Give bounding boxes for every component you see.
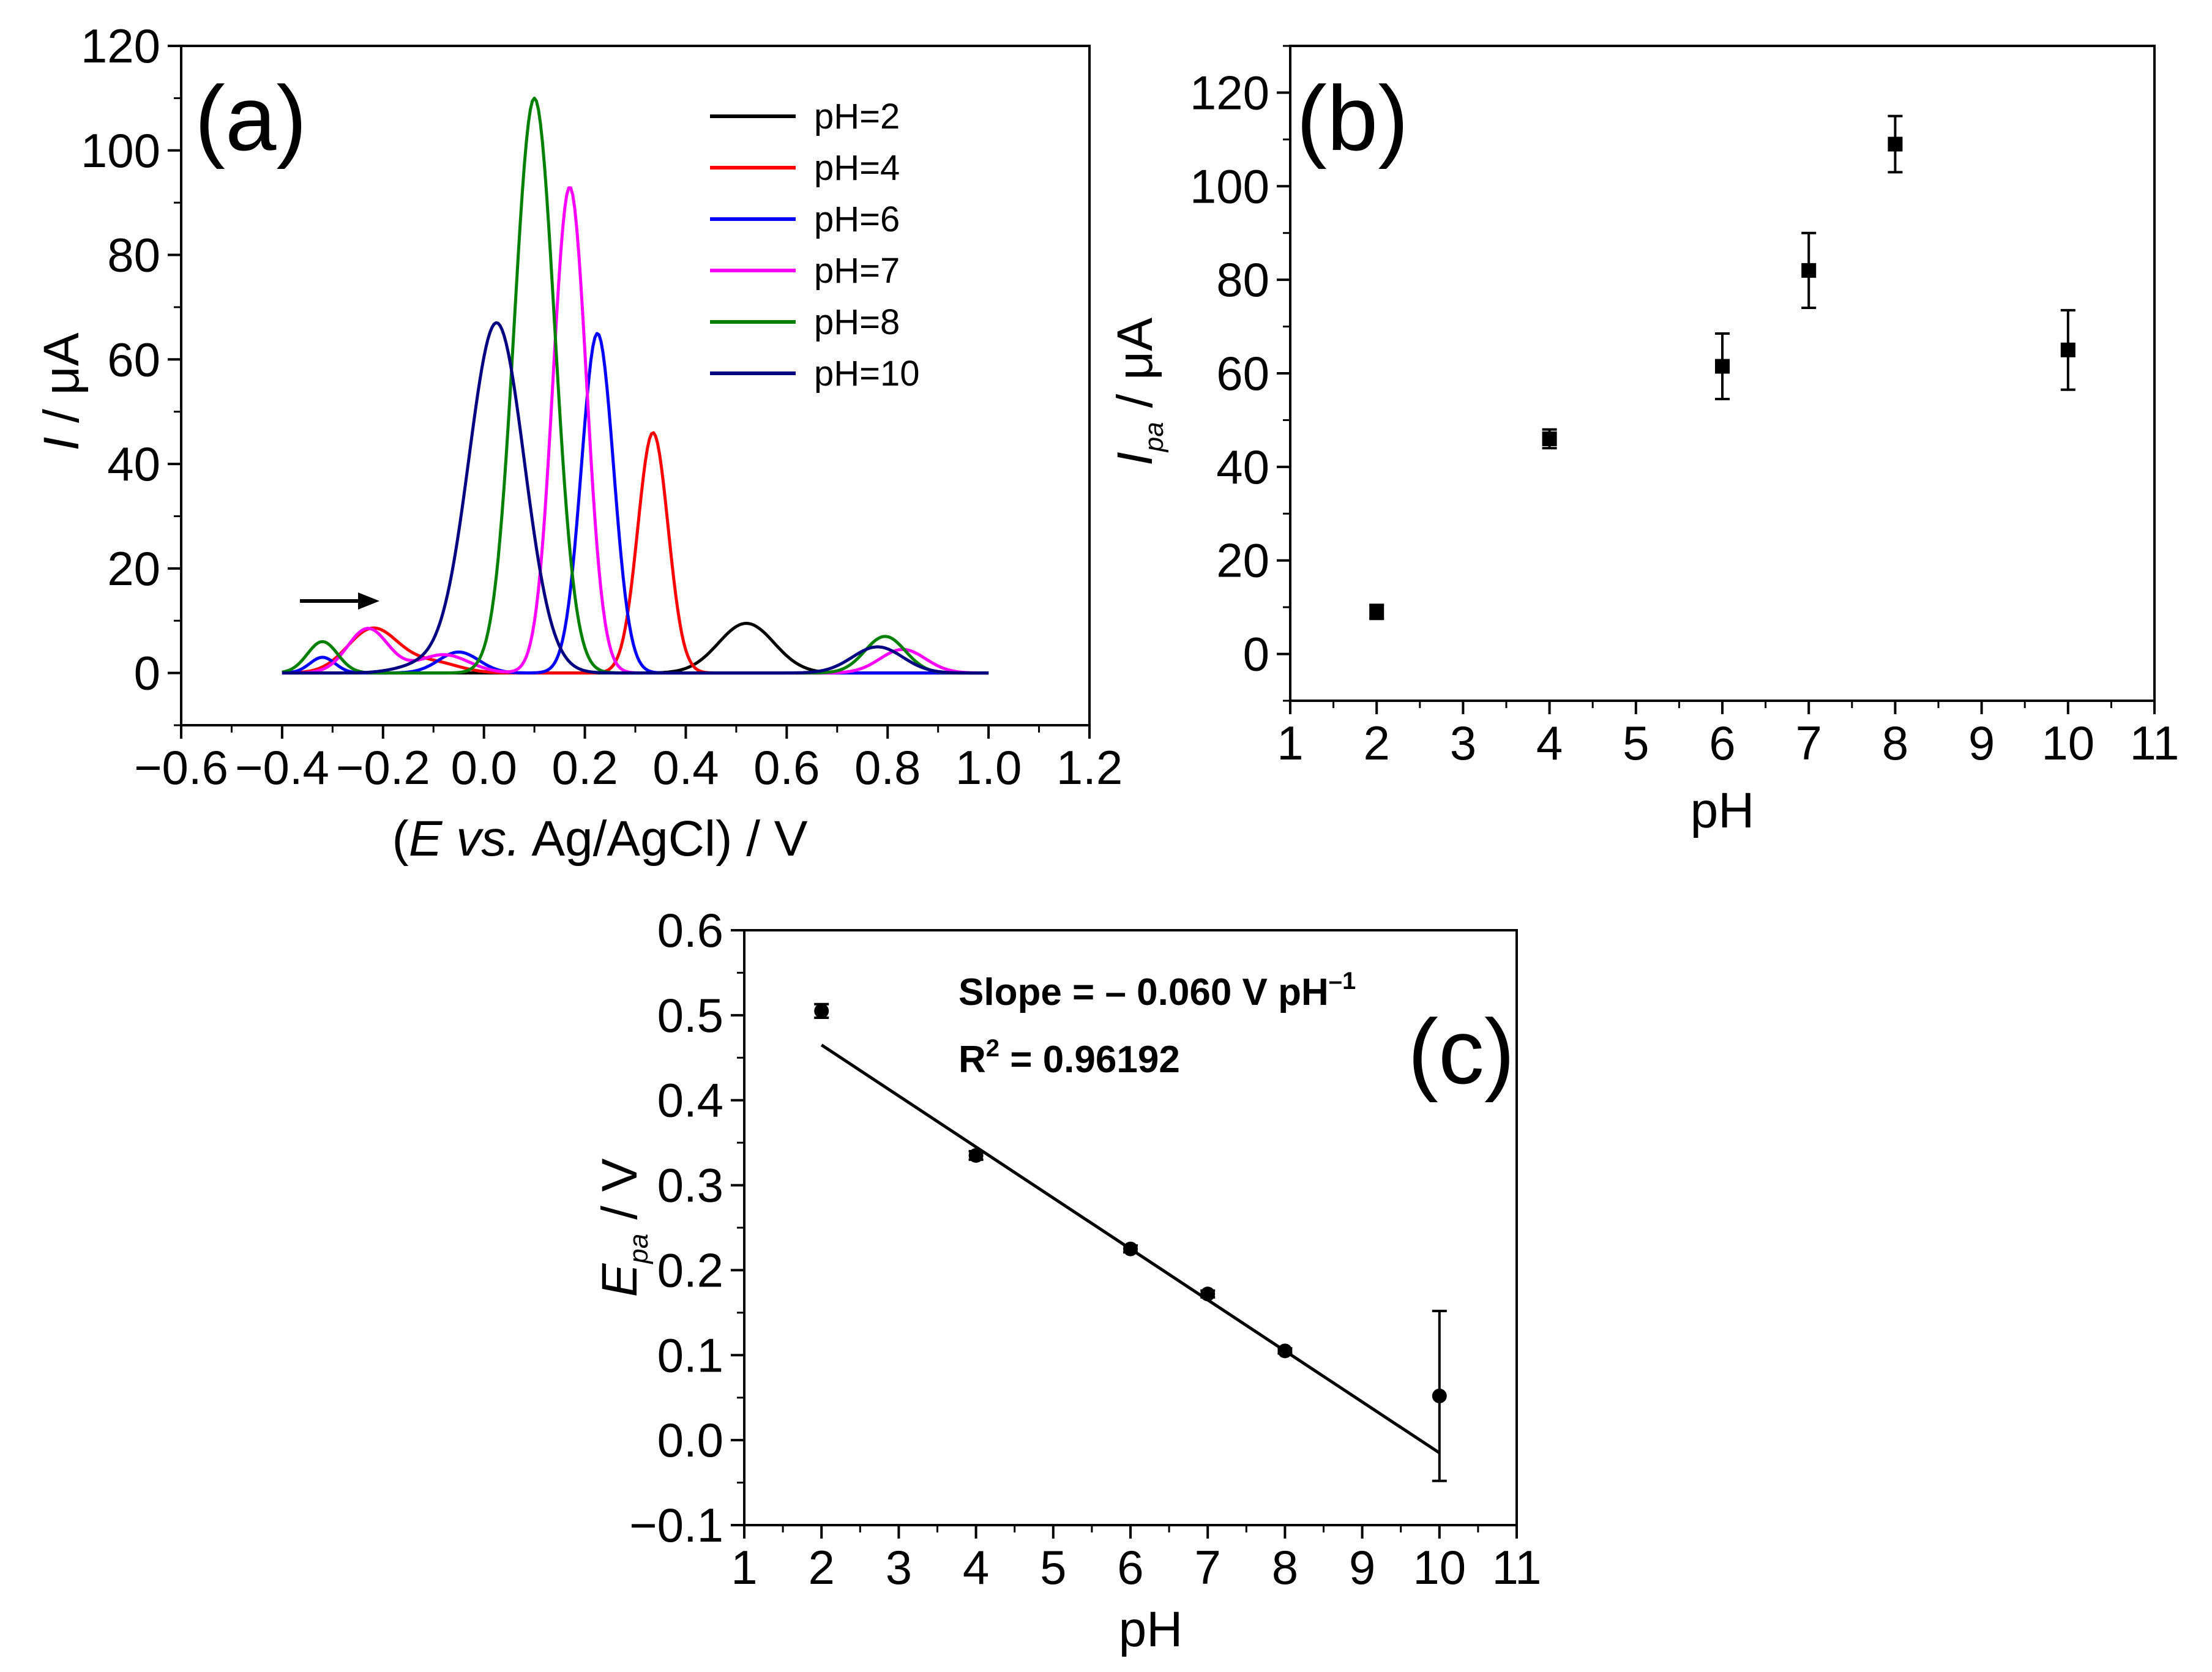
x-tick-label-c: 9 [1349, 1540, 1375, 1594]
x-tick-label-c: 10 [1413, 1540, 1466, 1594]
x-axis-label-b: pH [1691, 783, 1755, 838]
x-tick-label-c: 6 [1117, 1540, 1143, 1594]
y-tick-label-a: 40 [107, 437, 160, 491]
y-tick-label-b: 100 [1190, 159, 1269, 213]
data-points-b [1369, 114, 2076, 621]
y-tick-label-a: 80 [107, 228, 160, 282]
x-tick-label-b: 7 [1796, 716, 1822, 770]
data-point [2060, 342, 2076, 357]
x-tick-label-a: 1.0 [955, 741, 1022, 794]
y-tick-label-b: 60 [1216, 346, 1269, 400]
legend-label: pH=4 [814, 148, 900, 188]
chart-panel-c: 1 2 3 4 5 6 7 8 9 10 11 −0.1 0.0 0.1 0.2 0.3 0.4 0.5 0.6 S… [592, 903, 1541, 1657]
y-tick-label-c: 0.6 [657, 903, 723, 957]
data-point [1801, 263, 1817, 278]
x-tick-label-a: −0.4 [235, 741, 329, 794]
chart-panel-b: 1 2 3 4 5 6 7 8 9 10 11 0 20 40 60 80 100 120 (b) pH Ipa … [1107, 45, 2180, 838]
data-point [1542, 431, 1557, 446]
plot-frame-c [743, 929, 1518, 1526]
x-tick-label-c: 3 [886, 1540, 912, 1594]
panel-label-c: (c) [1408, 1000, 1515, 1103]
legend-label: pH=8 [814, 302, 900, 342]
x-tick-label-a: −0.6 [134, 741, 228, 794]
x-tick-label-a: 1.2 [1056, 741, 1123, 794]
x-tick-label-a: 0.6 [753, 741, 820, 794]
slope-annotation: Slope = – 0.060 V pH–1 [958, 968, 1356, 1013]
legend-label: pH=7 [814, 251, 900, 291]
y-tick-label-a: 20 [107, 542, 160, 595]
data-point [1277, 1343, 1293, 1359]
data-point [814, 1003, 829, 1018]
curve-ph-10 [282, 321, 989, 675]
axis-ticks-a: −0.6 −0.4 −0.2 0.0 0.2 0.4 0.6 0.8 1.0 1.2 0 20 40 60… [81, 19, 1123, 794]
data-point [1888, 136, 1903, 152]
data-point [1200, 1286, 1216, 1302]
x-tick-label-a: 0.8 [854, 741, 921, 794]
x-tick-label-b: 8 [1882, 716, 1908, 770]
data-point [968, 1148, 984, 1163]
scan-arrow [300, 592, 379, 610]
x-tick-label-a: 0.2 [551, 741, 618, 794]
y-tick-label-c: 0.3 [657, 1159, 723, 1212]
y-axis-label-a: I / μA [34, 332, 89, 450]
data-point [1715, 359, 1730, 374]
panel-label-a: (a) [195, 67, 307, 170]
y-axis-label-c: Epa / V [592, 1158, 654, 1297]
y-tick-label-a: 60 [107, 332, 160, 386]
x-tick-label-b: 6 [1709, 716, 1735, 770]
x-tick-label-b: 11 [2130, 716, 2180, 770]
x-tick-label-c: 5 [1040, 1540, 1066, 1594]
data-point [1369, 604, 1384, 619]
x-tick-label-a: −0.2 [336, 741, 430, 794]
y-tick-label-b: 80 [1216, 253, 1269, 307]
y-tick-label-b: 40 [1216, 440, 1269, 494]
x-axis-label-a: (E vs. Ag/AgCl) / V [392, 811, 807, 867]
x-tick-label-b: 3 [1450, 716, 1476, 770]
y-tick-label-c: 0.4 [657, 1073, 723, 1127]
y-axis-label-b: Ipa / μA [1107, 318, 1169, 466]
y-tick-label-c: −0.1 [629, 1498, 723, 1552]
y-tick-label-c: 0.2 [657, 1243, 723, 1297]
x-tick-label-c: 1 [731, 1540, 757, 1594]
legend-label: pH=2 [814, 97, 900, 136]
x-tick-label-c: 4 [963, 1540, 989, 1594]
panel-label-b: (b) [1296, 67, 1408, 170]
curves-a [282, 96, 989, 675]
axis-ticks-c: 1 2 3 4 5 6 7 8 9 10 11 −0.1 0.0 0.1 0.2 0.3 0.4 0.5 0.6 [629, 903, 1541, 1594]
x-tick-label-b: 4 [1536, 716, 1563, 770]
legend-label: pH=10 [814, 354, 920, 394]
r-squared-annotation: R2 = 0.96192 [958, 1035, 1180, 1081]
y-tick-label-b: 0 [1243, 627, 1269, 681]
legend-a: pH=2 pH=4 pH=6 pH=7 pH=8 pH=10 [710, 97, 920, 394]
x-tick-label-a: 0.0 [450, 741, 517, 794]
x-tick-label-b: 5 [1623, 716, 1649, 770]
y-tick-label-c: 0.0 [657, 1413, 723, 1467]
y-tick-label-a: 100 [81, 124, 160, 177]
data-points-c [814, 1002, 1447, 1482]
y-tick-label-a: 120 [81, 19, 160, 73]
x-tick-label-c: 8 [1272, 1540, 1298, 1594]
chart-panel-a: −0.6 −0.4 −0.2 0.0 0.2 0.4 0.6 0.8 1.0 1.2 0 20 40 60… [34, 19, 1123, 867]
plot-frame-a [180, 45, 1091, 726]
y-tick-label-b: 120 [1190, 65, 1269, 119]
legend-label: pH=6 [814, 200, 900, 239]
x-tick-label-b: 2 [1364, 716, 1390, 770]
data-point [1123, 1241, 1138, 1256]
axis-ticks-b: 1 2 3 4 5 6 7 8 9 10 11 0 20 40 60 80 100 120 [1190, 45, 2180, 770]
y-tick-label-a: 0 [134, 646, 160, 700]
x-tick-label-c: 7 [1195, 1540, 1221, 1594]
y-tick-label-c: 0.1 [657, 1328, 723, 1382]
y-tick-label-b: 20 [1216, 534, 1269, 588]
x-tick-label-a: 0.4 [652, 741, 719, 794]
data-point [1432, 1388, 1447, 1403]
x-tick-label-b: 1 [1277, 716, 1303, 770]
x-tick-label-c: 11 [1492, 1540, 1542, 1594]
y-tick-label-c: 0.5 [657, 988, 723, 1042]
x-tick-label-b: 10 [2041, 716, 2094, 770]
x-tick-label-b: 9 [1968, 716, 1995, 770]
x-tick-label-c: 2 [809, 1540, 835, 1594]
x-axis-label-c: pH [1119, 1602, 1183, 1657]
